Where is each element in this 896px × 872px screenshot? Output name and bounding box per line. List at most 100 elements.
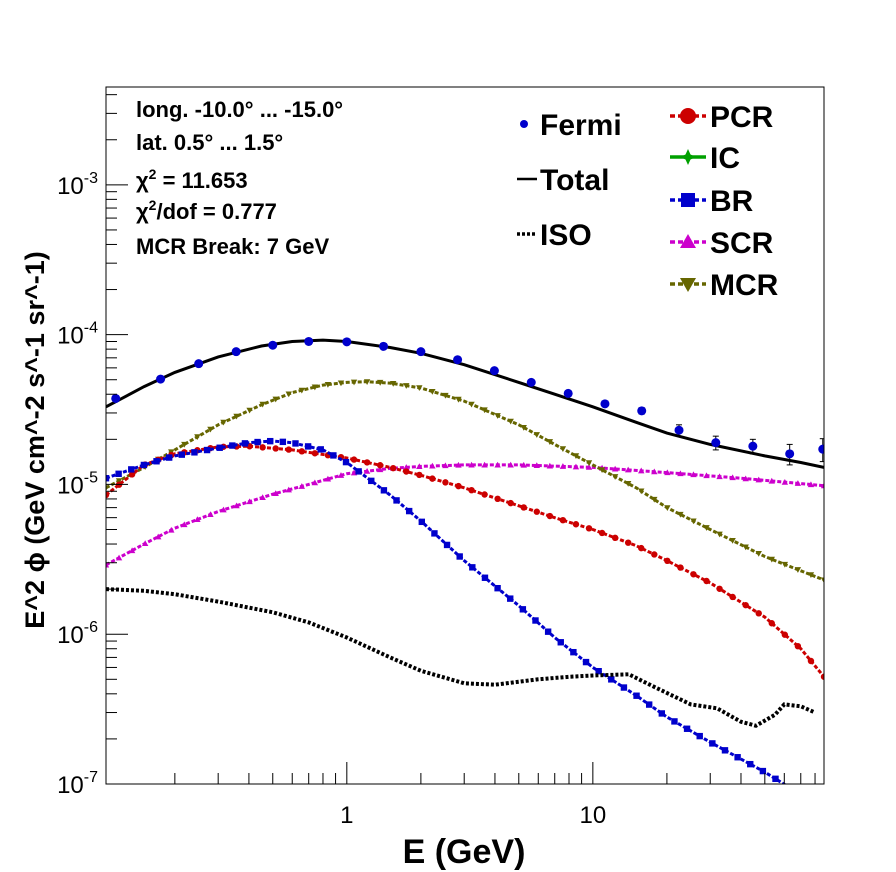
series-scr-marker [403,464,410,470]
y-tick-exponent: -6 [84,619,98,636]
legend-mcr: MCR [670,269,779,302]
series-br-marker [279,438,287,446]
series-scr-marker [468,461,475,468]
x-tick-labels: 1 10 [340,802,606,829]
fermi-point [637,406,647,416]
y-tick-base: 10 [57,323,84,350]
series-pcr-marker [546,512,554,520]
legend-br: BR [670,185,754,218]
plot-frame [105,86,825,785]
series-mcr-marker [337,380,345,387]
series-pcr-marker [363,459,371,466]
series-scr-marker [207,511,214,518]
fermi-point [194,359,204,369]
series-scr-marker [546,462,554,469]
series-pcr-line [106,444,824,678]
legend-scr-label: SCR [710,227,774,260]
series-scr-marker [638,467,645,474]
series-br-marker [443,541,451,549]
series-br-marker [368,477,375,485]
series-br-marker [671,718,678,725]
series-mcr-marker [285,391,292,398]
series-br-marker [519,606,527,613]
series-mcr-marker [207,426,214,433]
y-tick-base: 10 [57,472,84,499]
series-scr-marker [337,472,345,478]
series-scr-marker [416,463,423,470]
series-mcr-marker [246,407,253,414]
legend-fermi-marker [520,120,528,128]
series-scr-marker [651,468,658,475]
series-scr-marker [128,547,136,554]
series-pcr-marker [285,446,292,453]
series-scr-marker [324,475,332,482]
series-scr-marker [664,469,671,476]
series-scr-marker [742,475,749,482]
series-br-marker [772,775,779,783]
series-pcr-marker [742,601,749,609]
series-pcr-marker [703,577,710,585]
series-total [106,338,824,469]
legend-br-marker [681,193,695,207]
fermi-point [231,347,241,357]
series-br-marker [342,458,350,466]
y-tick-labels: 10-710-610-510-410-3 [57,170,98,799]
series-scr-marker [363,467,371,474]
series-br-marker [241,440,249,447]
series-total-line [106,338,824,469]
info-chi2dof-symbol: χ [136,199,149,224]
info-box: long. -10.0° ... -15.0° lat. 0.5° ... 1.… [136,97,343,259]
series-br-marker [115,470,122,478]
legend-mcr-label: MCR [710,269,779,302]
series-mcr-marker [376,379,384,386]
legend-ic: IC [670,142,740,175]
series-scr-marker [794,480,802,486]
series-pcr-marker [611,534,619,542]
series-scr-marker [624,466,632,473]
series-br-marker [317,446,324,453]
series-pcr-marker [442,479,449,486]
series-pcr-marker [494,495,501,503]
info-mcr-break: MCR Break: 7 GeV [136,234,330,259]
series-br-marker [734,754,741,761]
legend-pcr-marker [680,108,696,124]
fermi-point [342,337,352,347]
series-br-marker [106,475,110,482]
series-fermi [111,336,824,466]
series-mcr-marker [807,572,815,579]
series-mcr [106,379,824,584]
y-tick-label: 10-7 [57,769,98,799]
legend-iso: ISO [517,219,592,252]
series-br-marker [469,564,476,571]
series-scr-marker [559,463,567,469]
series-br-marker [178,451,185,458]
series-br-marker [229,442,236,449]
series-pcr-marker [298,448,306,455]
info-longitude: long. -10.0° ... -15.0° [136,97,343,122]
series-mcr-marker [194,434,201,441]
legend-pcr: PCR [670,101,774,134]
series-pcr-marker [507,499,514,507]
series-pcr-marker [376,462,384,469]
series-br-marker [747,760,754,768]
series-br-marker [570,648,577,656]
y-tick-label: 10-3 [57,170,98,200]
series-pcr-marker [468,486,475,494]
series-scr-marker [115,554,123,561]
series-br-marker [203,446,211,454]
series-scr-marker [481,461,488,468]
series-br-marker [267,437,274,445]
legend: Fermi Total ISO PCR IC BR SCR [517,101,779,302]
series-pcr-marker [106,491,110,499]
fermi-point [818,444,824,454]
info-chi2: χ2 = 11.653 [136,166,248,193]
info-chi2-symbol: χ [136,168,149,193]
series-mcr-marker [664,505,671,512]
series-pcr-marker [585,525,593,532]
fermi-point [563,388,573,398]
series-br-marker [431,530,438,537]
series-mcr-marker [755,550,762,557]
series-br-marker [759,767,767,775]
legend-iso-label: ISO [540,219,592,252]
series-br-marker [507,595,514,602]
